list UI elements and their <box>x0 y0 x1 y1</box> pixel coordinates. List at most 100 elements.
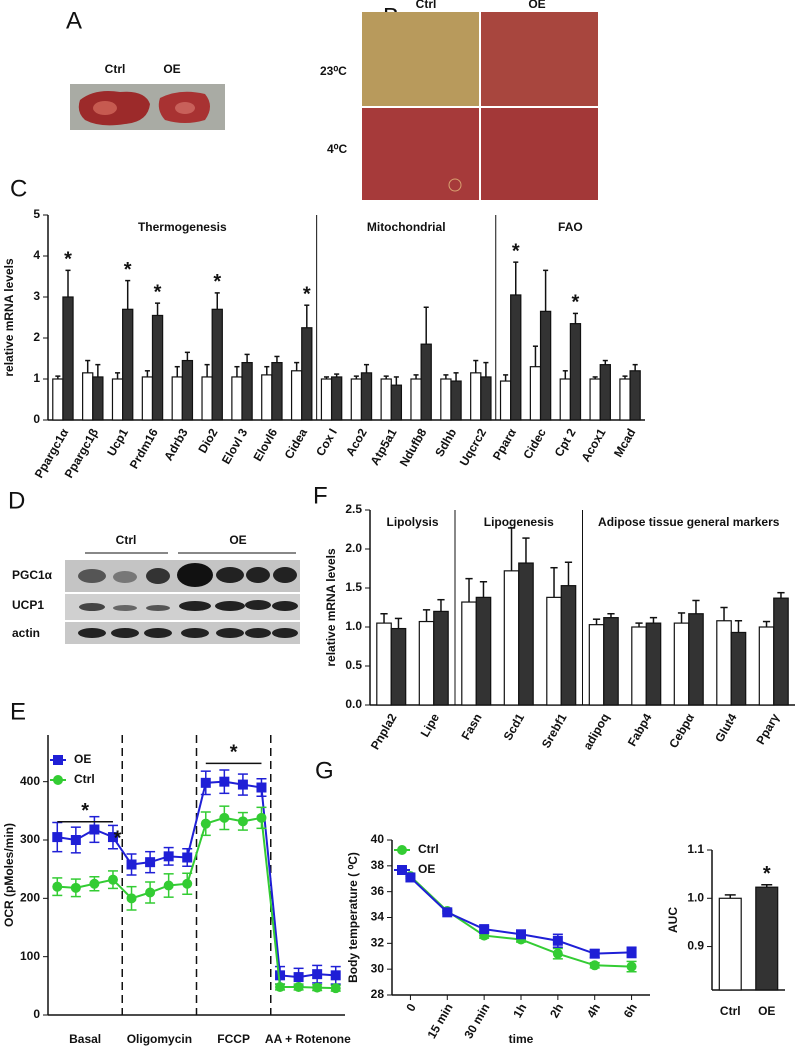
y-tick-label: 0 <box>33 1007 40 1021</box>
significance: * <box>114 827 122 849</box>
point <box>145 887 156 898</box>
point <box>552 935 563 946</box>
x-tick-label: Aco2 <box>343 426 370 459</box>
bar <box>410 378 422 421</box>
panel-label: F <box>313 482 328 509</box>
bar <box>171 376 183 421</box>
bar <box>111 378 124 421</box>
x-tick-label: 15 min <box>424 1001 455 1041</box>
legend-label: Ctrl <box>418 842 439 856</box>
x-tick-label: 4h <box>584 1001 603 1020</box>
bar <box>510 294 522 421</box>
x-tick-label: Ndufb8 <box>397 426 430 469</box>
point <box>237 779 248 790</box>
blot-label: PGC1α <box>12 568 53 582</box>
bar <box>503 570 520 706</box>
bar <box>201 376 213 421</box>
x-tick-label: Pparγ <box>753 711 782 747</box>
y-axis-label: AUC <box>666 907 680 933</box>
significance: * <box>512 240 520 262</box>
group-label: OE <box>229 533 246 547</box>
y-tick-label: 3 <box>33 289 40 303</box>
point <box>107 832 118 843</box>
section-label: Lipogenesis <box>484 515 554 529</box>
row-label: 4⁰C <box>327 142 347 156</box>
point <box>182 852 193 863</box>
bar <box>716 620 732 706</box>
significance: * <box>64 249 72 271</box>
bar <box>330 376 343 421</box>
y-tick-label: 28 <box>371 987 385 1001</box>
legend-marker <box>53 755 63 765</box>
section-label: FAO <box>558 220 583 234</box>
bar <box>758 626 775 706</box>
x-axis-label: time <box>509 1032 534 1046</box>
bar <box>141 376 154 421</box>
bar <box>350 378 363 421</box>
legend-marker <box>397 845 407 855</box>
x-tick-label: Mcad <box>611 426 638 460</box>
bar <box>539 310 552 421</box>
point <box>330 970 341 981</box>
bar <box>301 327 313 421</box>
x-tick-label: Pnpla2 <box>368 711 400 752</box>
y-tick-label: 1 <box>33 371 40 385</box>
blot-label: actin <box>12 626 40 640</box>
bar <box>271 362 283 421</box>
point <box>312 982 323 993</box>
bar <box>433 610 449 706</box>
bar <box>320 378 333 421</box>
bar <box>241 362 253 421</box>
section-label: Lipolysis <box>386 515 438 529</box>
bar <box>62 296 74 421</box>
bar <box>461 601 477 706</box>
bar <box>499 380 512 421</box>
phase-label: Basal <box>69 1032 101 1046</box>
section-label: Adipose tissue general markers <box>598 515 780 529</box>
x-tick-label: Prdm16 <box>127 426 161 471</box>
y-tick-label: 38 <box>371 858 385 872</box>
phase-label: AA + Rotenone <box>265 1032 351 1046</box>
y-tick-label: 30 <box>371 961 385 975</box>
bar <box>290 370 303 421</box>
bar <box>211 308 223 421</box>
legend-label: Ctrl <box>74 772 95 786</box>
western-blot <box>65 560 300 644</box>
x-tick-label: Lipe <box>418 711 443 740</box>
point <box>312 969 323 980</box>
x-tick-label: 0 <box>403 1001 419 1014</box>
y-tick-label: 400 <box>20 774 40 788</box>
bar <box>673 622 690 706</box>
bar <box>529 366 542 421</box>
y-tick-label: 4 <box>33 248 40 262</box>
point <box>275 970 286 981</box>
x-tick-label: Fasn <box>458 711 484 742</box>
series-line <box>57 780 336 979</box>
bar <box>631 626 647 706</box>
bar <box>360 372 373 421</box>
bar <box>420 343 432 421</box>
x-tick-label: 2h <box>547 1001 566 1020</box>
series-line <box>57 816 336 990</box>
legend-marker <box>53 775 63 785</box>
significance: * <box>572 292 580 314</box>
y-tick-label: 1.1 <box>687 842 704 856</box>
photo-label: Ctrl <box>105 62 126 76</box>
point <box>589 948 600 959</box>
point <box>219 776 230 787</box>
y-axis-label: Body temperature ( ⁰C) <box>346 852 360 983</box>
point <box>237 816 248 827</box>
bar <box>645 622 662 706</box>
bar <box>589 378 601 421</box>
x-tick-label: Acox1 <box>578 426 608 464</box>
y-tick-label: 2.0 <box>345 541 362 555</box>
histology-images <box>362 12 598 200</box>
panel-label: G <box>315 757 334 784</box>
legend-marker <box>397 865 407 875</box>
significance: * <box>124 259 132 281</box>
point <box>200 777 211 788</box>
point <box>552 948 563 959</box>
x-tick-label: Elovl6 <box>250 426 280 464</box>
bar <box>619 378 631 421</box>
